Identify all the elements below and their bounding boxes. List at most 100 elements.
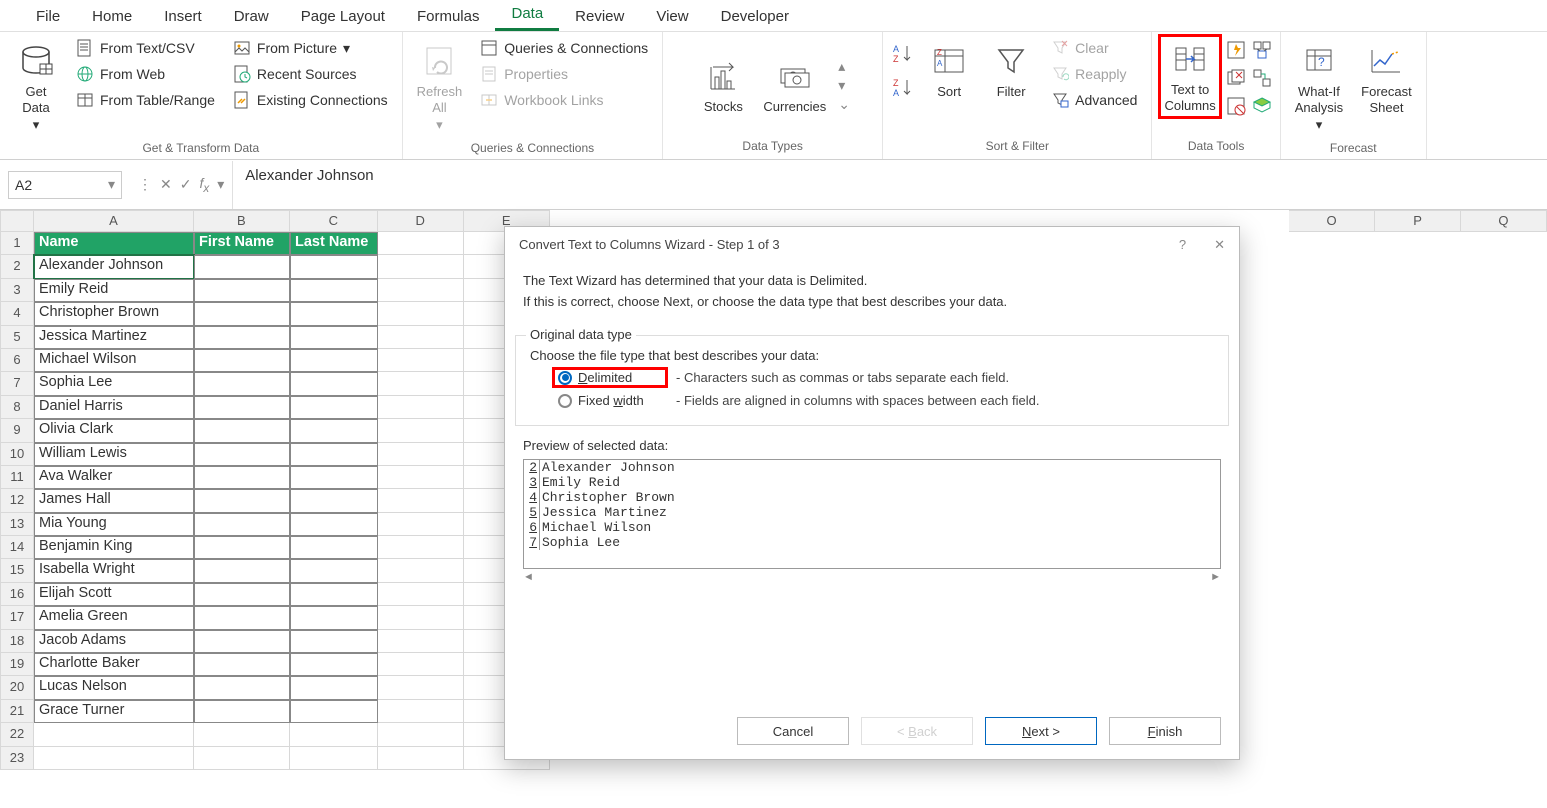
cell[interactable]: Alexander Johnson	[34, 255, 194, 278]
workbook-links-button[interactable]: Workbook Links	[474, 88, 654, 112]
row-header[interactable]: 8	[0, 396, 34, 419]
cell[interactable]: Charlotte Baker	[34, 653, 194, 676]
row-header[interactable]: 12	[0, 489, 34, 512]
cell[interactable]	[194, 255, 290, 278]
cell[interactable]	[194, 700, 290, 723]
existing-connections-button[interactable]: Existing Connections	[227, 88, 394, 112]
tab-file[interactable]: File	[20, 2, 76, 31]
sort-az-icon[interactable]: AZ	[891, 42, 915, 66]
cell[interactable]	[290, 279, 378, 302]
remove-duplicates-icon[interactable]	[1226, 68, 1246, 88]
cell[interactable]	[290, 489, 378, 512]
tab-draw[interactable]: Draw	[218, 2, 285, 31]
cell[interactable]	[194, 419, 290, 442]
cell[interactable]: Mia Young	[34, 513, 194, 536]
cell[interactable]	[290, 513, 378, 536]
row-header[interactable]: 22	[0, 723, 34, 746]
cell[interactable]	[378, 443, 464, 466]
cell[interactable]	[194, 396, 290, 419]
cell[interactable]: Sophia Lee	[34, 372, 194, 395]
cell[interactable]	[378, 326, 464, 349]
cell[interactable]	[290, 302, 378, 325]
cell[interactable]	[194, 559, 290, 582]
chevron-up-icon[interactable]: ▴	[838, 58, 850, 75]
row-header[interactable]: 1	[0, 232, 34, 255]
flash-fill-icon[interactable]	[1226, 40, 1246, 60]
cell[interactable]	[290, 443, 378, 466]
col-header-B[interactable]: B	[194, 210, 290, 232]
row-header[interactable]: 21	[0, 700, 34, 723]
consolidate-icon[interactable]	[1252, 40, 1272, 60]
cell[interactable]	[290, 419, 378, 442]
row-header[interactable]: 10	[0, 443, 34, 466]
row-header[interactable]: 16	[0, 583, 34, 606]
cell[interactable]	[290, 349, 378, 372]
cell[interactable]	[378, 396, 464, 419]
cell[interactable]	[290, 583, 378, 606]
cell[interactable]: First Name	[194, 232, 290, 255]
cell[interactable]: Ava Walker	[34, 466, 194, 489]
reapply-button[interactable]: Reapply	[1045, 62, 1143, 86]
cell[interactable]	[194, 606, 290, 629]
row-header[interactable]: 9	[0, 419, 34, 442]
cell[interactable]: Emily Reid	[34, 279, 194, 302]
cell[interactable]	[290, 396, 378, 419]
cell[interactable]	[378, 513, 464, 536]
row-header[interactable]: 15	[0, 559, 34, 582]
delimited-radio[interactable]: Delimited	[554, 369, 666, 386]
properties-button[interactable]: Properties	[474, 62, 654, 86]
next-button[interactable]: Next >	[985, 717, 1097, 745]
cell[interactable]	[290, 559, 378, 582]
cancel-icon[interactable]: ✕	[160, 176, 172, 193]
sort-za-icon[interactable]: ZA	[891, 76, 915, 100]
tab-home[interactable]: Home	[76, 2, 148, 31]
row-header[interactable]: 20	[0, 676, 34, 699]
row-header[interactable]: 17	[0, 606, 34, 629]
cell[interactable]	[194, 536, 290, 559]
cell[interactable]	[378, 723, 464, 746]
cell[interactable]	[290, 676, 378, 699]
chevron-down-icon[interactable]: ▾	[838, 77, 850, 94]
more-icon[interactable]: ⌄	[838, 96, 850, 113]
row-header[interactable]: 7	[0, 372, 34, 395]
get-data-button[interactable]: Get Data ▾	[8, 36, 64, 137]
row-header[interactable]: 2	[0, 255, 34, 278]
cell[interactable]	[378, 466, 464, 489]
cell[interactable]	[290, 700, 378, 723]
tab-data[interactable]: Data	[495, 0, 559, 31]
cell[interactable]	[194, 653, 290, 676]
cell[interactable]	[34, 723, 194, 746]
sort-button[interactable]: AZ Sort	[921, 36, 977, 104]
forecast-sheet-button[interactable]: Forecast Sheet	[1355, 36, 1418, 121]
back-button[interactable]: < Back	[861, 717, 973, 745]
select-all-corner[interactable]	[0, 210, 34, 232]
cancel-button[interactable]: Cancel	[737, 717, 849, 745]
enter-icon[interactable]: ✓	[180, 176, 192, 193]
cell[interactable]	[290, 536, 378, 559]
stocks-button[interactable]: Stocks	[695, 51, 751, 119]
cell[interactable]	[378, 606, 464, 629]
col-header-Q[interactable]: Q	[1461, 210, 1547, 232]
cell[interactable]	[194, 349, 290, 372]
fx-icon[interactable]: fx	[199, 175, 209, 195]
cell[interactable]	[378, 372, 464, 395]
tab-developer[interactable]: Developer	[705, 2, 805, 31]
tab-formulas[interactable]: Formulas	[401, 2, 496, 31]
cell[interactable]	[290, 723, 378, 746]
cell[interactable]	[378, 419, 464, 442]
cell[interactable]	[194, 302, 290, 325]
clear-button[interactable]: Clear	[1045, 36, 1143, 60]
cell[interactable]: Olivia Clark	[34, 419, 194, 442]
cell[interactable]: Grace Turner	[34, 700, 194, 723]
fixed-width-radio[interactable]: Fixed width	[554, 392, 666, 409]
cell[interactable]	[194, 372, 290, 395]
cell[interactable]: Elijah Scott	[34, 583, 194, 606]
cell[interactable]	[194, 630, 290, 653]
scroll-left-icon[interactable]: ◄	[523, 571, 534, 583]
cell[interactable]	[378, 489, 464, 512]
row-header[interactable]: 11	[0, 466, 34, 489]
cell[interactable]	[378, 747, 464, 770]
cell[interactable]	[194, 676, 290, 699]
row-header[interactable]: 6	[0, 349, 34, 372]
cell[interactable]: Isabella Wright	[34, 559, 194, 582]
